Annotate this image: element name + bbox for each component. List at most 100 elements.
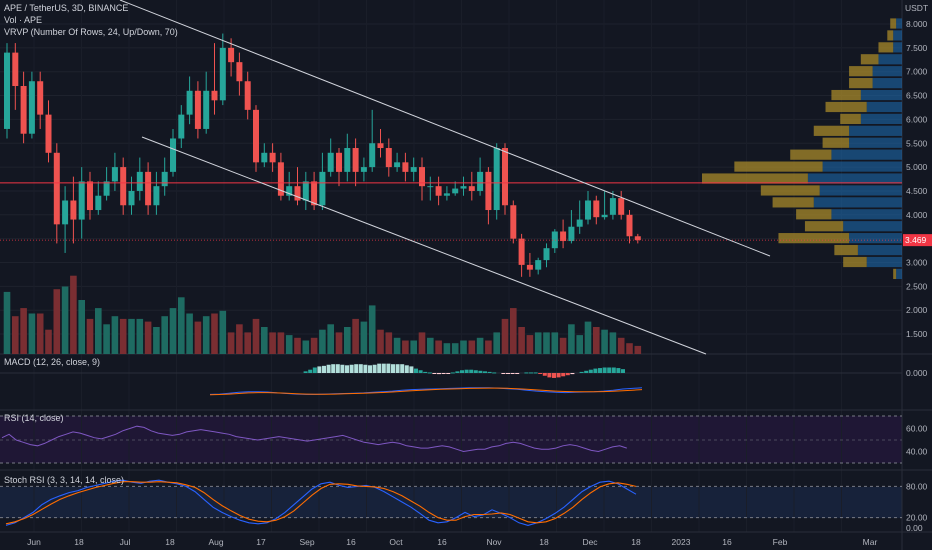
candle-body-43 xyxy=(360,167,367,172)
macd-hist-85 xyxy=(483,371,487,373)
candle-body-63 xyxy=(526,264,533,270)
volume-bar-45 xyxy=(377,329,384,354)
vrvp-down-5 xyxy=(849,78,873,89)
volume-bar-75 xyxy=(626,343,633,354)
vrvp-up-13 xyxy=(807,173,902,184)
volume-bar-26 xyxy=(219,310,227,354)
price-tick-12: 2.000 xyxy=(906,305,928,315)
axis-labels: USDT 8.000 7.500 7.000 6.500 6.000 5.500 5.000 4… xyxy=(27,3,932,547)
macd-hist-114 xyxy=(616,368,621,373)
volume-bar-16 xyxy=(136,318,144,354)
candle-body-46 xyxy=(385,148,392,168)
volume-bar-40 xyxy=(335,332,343,354)
candle-body-62 xyxy=(518,238,525,265)
volume-bar-13 xyxy=(111,316,119,354)
vrvp-up-8 xyxy=(860,113,902,124)
symbol-legend[interactable]: APE / TetherUS, 3D, BINANCE xyxy=(4,3,129,13)
rsi-pane xyxy=(0,415,902,464)
vrvp-down-0 xyxy=(890,18,897,29)
macd-hist-63 xyxy=(381,363,386,373)
candle-body-64 xyxy=(535,260,542,270)
candle-body-28 xyxy=(236,62,243,82)
volume-bar-54 xyxy=(451,343,459,354)
vrvp-up-21 xyxy=(896,268,902,280)
candle-body-49 xyxy=(410,167,417,172)
vrvp-legend[interactable]: VRVP (Number Of Rows, 24, Up/Down, 70) xyxy=(4,27,178,37)
vrvp-up-18 xyxy=(849,233,902,244)
candle-body-31 xyxy=(261,152,268,163)
volume-bar-58 xyxy=(485,340,492,354)
price-tick-4: 6.000 xyxy=(906,114,928,124)
vrvp-down-17 xyxy=(804,221,844,232)
macd-hist-109 xyxy=(593,368,598,373)
volume-bar-23 xyxy=(194,321,202,354)
macd-hist-61 xyxy=(372,364,377,373)
macd-hist-86 xyxy=(487,371,492,373)
volume-bar-51 xyxy=(427,337,434,354)
macd-hist-46 xyxy=(303,371,308,373)
volume-bar-69 xyxy=(576,335,583,354)
macd-legend[interactable]: MACD (12, 26, close, 9) xyxy=(4,357,101,367)
volume-bar-8 xyxy=(70,275,77,354)
time-tick-9: 16 xyxy=(437,537,447,547)
time-tick-5: 17 xyxy=(256,537,266,547)
candle-body-67 xyxy=(560,231,567,242)
time-tick-6: Sep xyxy=(299,537,314,547)
macd-hist-55 xyxy=(345,365,349,373)
macd-hist-94 xyxy=(524,372,529,374)
time-tick-15: 16 xyxy=(722,537,732,547)
volume-bar-70 xyxy=(584,321,592,354)
macd-hist-99 xyxy=(547,373,552,378)
volume-bar-6 xyxy=(53,289,61,354)
current-price-tag xyxy=(903,234,932,247)
time-tick-13: 18 xyxy=(631,537,641,547)
vrvp-up-1 xyxy=(893,30,902,41)
price-tick-3: 6.500 xyxy=(906,91,928,101)
candle-body-47 xyxy=(394,162,401,168)
price-tick-10: 3.000 xyxy=(906,258,928,268)
rsi-band xyxy=(0,416,902,463)
candle-body-55 xyxy=(460,186,467,189)
volume-bar-37 xyxy=(310,337,318,354)
candle-body-57 xyxy=(477,171,484,191)
candle-body-6 xyxy=(53,152,60,225)
vrvp-up-14 xyxy=(819,185,902,196)
candle-body-17 xyxy=(145,171,152,206)
candle-body-8 xyxy=(70,200,77,220)
channel-lines[interactable] xyxy=(0,0,902,355)
macd-hist-47 xyxy=(308,369,313,373)
volume-legend[interactable]: Vol · APE xyxy=(4,15,43,25)
candlesticks[interactable] xyxy=(4,33,641,277)
candle-body-59 xyxy=(493,148,500,211)
grid-lines xyxy=(0,23,902,335)
price-tick-0: 8.000 xyxy=(906,19,928,29)
macd-hist-108 xyxy=(588,369,593,373)
volume-bar-63 xyxy=(526,335,534,354)
volume-bar-35 xyxy=(294,337,301,354)
candle-body-39 xyxy=(327,152,334,172)
vrvp-down-7 xyxy=(825,101,867,113)
volume-bar-21 xyxy=(178,297,185,354)
candle-body-70 xyxy=(585,200,591,220)
rsi-legend[interactable]: RSI (14, close) xyxy=(4,413,64,423)
candle-body-5 xyxy=(45,114,52,153)
macd-hist-56 xyxy=(349,364,354,373)
macd-hist-60 xyxy=(368,365,372,373)
volume-bar-36 xyxy=(302,340,310,354)
candle-body-23 xyxy=(194,90,201,129)
volume-bar-67 xyxy=(559,337,567,354)
volume-bar-71 xyxy=(593,327,600,354)
macd-hist-52 xyxy=(331,364,336,373)
vrvp-down-2 xyxy=(878,42,894,53)
candle-body-53 xyxy=(443,193,450,196)
stoch-legend[interactable]: Stoch RSI (3, 3, 14, 14, close) xyxy=(4,475,125,485)
volume-bar-62 xyxy=(518,327,525,354)
volume-bar-20 xyxy=(169,308,177,354)
volume-bar-17 xyxy=(144,321,152,354)
candle-body-44 xyxy=(369,143,376,168)
candle-body-74 xyxy=(618,198,625,215)
macd-signal-line xyxy=(209,387,643,396)
candle-body-21 xyxy=(178,114,185,139)
candle-body-9 xyxy=(78,181,85,220)
